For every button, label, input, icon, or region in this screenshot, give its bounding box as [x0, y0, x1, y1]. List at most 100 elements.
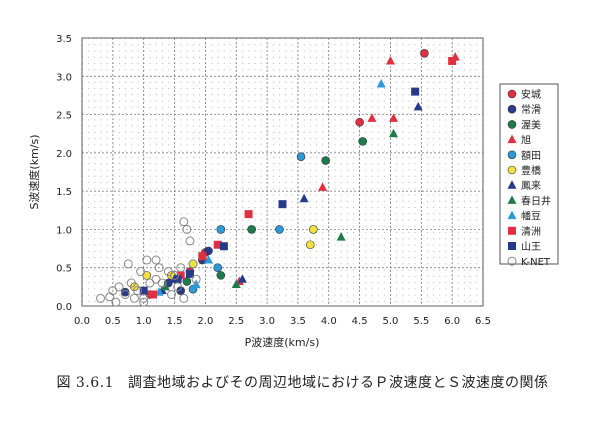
x-tick-label: 6.0: [444, 316, 460, 327]
data-point: [216, 225, 226, 234]
legend-label: 幡豆: [521, 210, 541, 223]
caption-text: 調査地域およびその周辺地域におけるＰ波速度とＳ波速度の関係: [128, 375, 549, 391]
legend-item: 清洲: [508, 225, 541, 238]
legend-label: 山王: [521, 241, 541, 253]
y-tick-label: 0.0: [56, 302, 72, 313]
legend-item: 春日井: [507, 194, 551, 207]
x-tick-label: 3.5: [290, 316, 306, 327]
data-point: [191, 279, 201, 289]
data-point: [173, 282, 183, 292]
data-point: [139, 293, 149, 303]
data-point: [185, 269, 194, 278]
y-axis-label: S波速度(km/s): [27, 134, 41, 209]
data-point: [420, 49, 429, 58]
data-point: [170, 270, 180, 280]
series-6: [130, 225, 318, 292]
data-point: [166, 290, 176, 300]
data-point: [299, 193, 309, 203]
legend-item: 旭: [507, 134, 531, 147]
data-point: [204, 246, 213, 256]
legend-marker: [507, 134, 517, 144]
x-axis-label: P波速度(km/s): [245, 335, 320, 349]
data-point: [148, 290, 157, 299]
scatter-chart: 0.0 0.5 1.0 1.5 2.0 2.5 3.0 3.5 4.0 4.5 5.0 5.5 6.0 6…: [27, 34, 559, 349]
data-point: [114, 282, 124, 292]
data-point: [179, 217, 189, 227]
legend-item: 安城: [507, 88, 541, 101]
legend-label: 渥美: [521, 118, 541, 131]
legend-marker: [507, 195, 517, 204]
data-point: [309, 225, 318, 234]
legend-marker: [507, 120, 517, 129]
data-point: [129, 293, 139, 303]
data-point: [120, 287, 130, 297]
data-point: [216, 271, 226, 280]
series-12: [96, 217, 201, 307]
axis-ticks: 0.0 0.5 1.0 1.5 2.0 2.5 3.0 3.5 4.0 4.5 5.0 5.5 6.0 6…: [56, 34, 491, 327]
data-point: [219, 242, 228, 251]
y-tick-label: 3.5: [56, 34, 72, 45]
x-tick-label: 0.5: [105, 316, 121, 327]
legend-label: 旭: [521, 135, 531, 147]
x-tick-label: 1.0: [136, 316, 152, 327]
y-tick-label: 2.0: [56, 149, 72, 160]
x-tick-label: 0.0: [74, 316, 90, 327]
data-point: [136, 267, 146, 277]
data-point: [179, 293, 189, 303]
legend-item: 豊橋: [507, 164, 541, 177]
figure-caption: 図 3.6.1 調査地域およびその周辺地域におけるＰ波速度とＳ波速度の関係: [0, 372, 605, 392]
legend-item: 額田: [507, 149, 541, 162]
legend-label: 春日井: [521, 194, 551, 207]
legend-marker: [507, 256, 517, 266]
data-point: [123, 259, 133, 269]
legend-label: 常滑: [521, 103, 541, 116]
y-tick-label: 1.5: [56, 187, 72, 198]
legend-item: K-NET: [507, 256, 551, 268]
data-point: [198, 252, 207, 261]
legend-item: 山王: [508, 241, 541, 253]
legend-marker: [507, 89, 517, 99]
series-8: [160, 128, 399, 291]
legend-item: 幡豆: [507, 210, 541, 223]
data-point: [411, 87, 420, 96]
data-point: [448, 56, 457, 65]
data-point: [188, 259, 198, 269]
legend-marker: [508, 242, 516, 250]
plot-background: [81, 37, 484, 307]
y-tick-label: 2.5: [56, 111, 72, 122]
data-point: [176, 263, 186, 273]
legend-label: 清洲: [521, 225, 541, 238]
legend-item: 渥美: [507, 118, 541, 131]
x-tick-label: 5.5: [413, 316, 429, 327]
data-point: [275, 225, 284, 234]
data-point: [173, 275, 182, 284]
legend-marker: [508, 226, 516, 235]
data-point: [154, 263, 164, 273]
data-point: [139, 286, 148, 295]
legend-marker: [507, 180, 517, 189]
data-point: [151, 255, 161, 265]
data-point: [244, 210, 253, 219]
data-point: [367, 113, 377, 122]
legend-label: 額田: [521, 149, 541, 162]
data-point: [213, 263, 223, 273]
x-tick-label: 4.0: [321, 316, 337, 327]
data-point: [96, 293, 106, 303]
data-point: [376, 78, 386, 88]
series-9: [154, 78, 386, 296]
data-points: [96, 49, 460, 307]
x-tick-label: 2.0: [197, 316, 213, 327]
data-point: [389, 113, 399, 122]
data-point: [305, 240, 315, 250]
legend-marker: [507, 210, 517, 220]
data-point: [126, 278, 136, 288]
data-point: [385, 55, 395, 65]
legend-label: K-NET: [521, 257, 551, 268]
data-point: [278, 200, 287, 209]
legend-marker: [507, 165, 517, 175]
data-point: [355, 117, 364, 127]
data-point: [247, 225, 256, 234]
data-point: [413, 101, 423, 111]
